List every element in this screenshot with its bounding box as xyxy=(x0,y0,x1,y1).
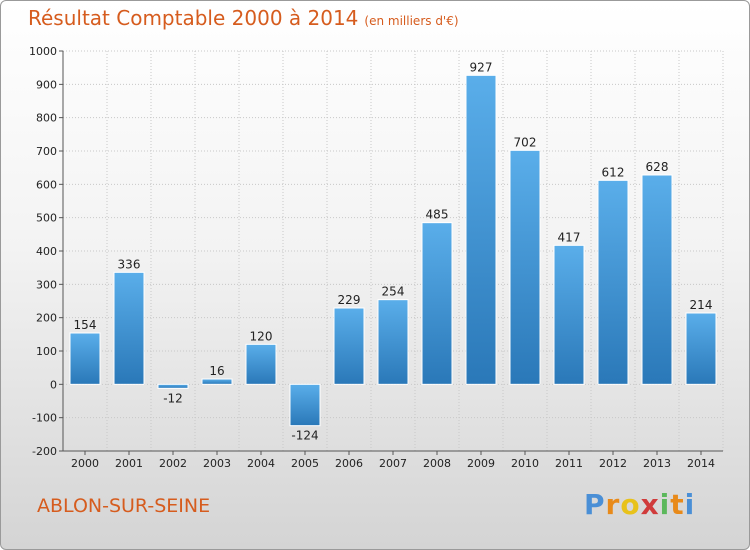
y-tick-label: -200 xyxy=(32,445,57,458)
y-tick-label: 1000 xyxy=(29,45,57,58)
value-label-2004: 120 xyxy=(250,329,273,343)
x-tick-label: 2009 xyxy=(467,457,495,470)
chart-title-unit: (en milliers d'€) xyxy=(364,14,459,28)
x-tick-label: 2005 xyxy=(291,457,319,470)
x-tick-label: 2010 xyxy=(511,457,539,470)
bar-2006 xyxy=(333,307,365,385)
value-label-2003: 16 xyxy=(209,364,224,378)
brand-letter: i xyxy=(684,488,696,521)
x-tick-label: 2013 xyxy=(643,457,671,470)
value-label-2007: 254 xyxy=(382,285,405,299)
value-label-2009: 927 xyxy=(470,60,493,74)
chart-title-main: Résultat Comptable 2000 à 2014 xyxy=(28,6,359,30)
brand-letter: t xyxy=(670,488,685,521)
value-label-2005: -124 xyxy=(291,429,318,443)
bar-2010 xyxy=(509,149,541,385)
y-tick-label: 700 xyxy=(36,145,57,158)
brand-letter: x xyxy=(640,488,660,521)
brand-letter: o xyxy=(620,488,641,521)
bar-2000 xyxy=(69,332,101,385)
value-label-2010: 702 xyxy=(514,135,537,149)
y-tick-label: 600 xyxy=(36,178,57,191)
x-tick-label: 2012 xyxy=(599,457,627,470)
bar-2002 xyxy=(157,383,189,389)
bar-2014 xyxy=(685,312,717,385)
value-label-2002: -12 xyxy=(163,391,183,405)
y-tick-label: 100 xyxy=(36,345,57,358)
bar-2004 xyxy=(245,343,277,385)
bar-2012 xyxy=(597,179,629,385)
bars xyxy=(69,74,717,427)
x-tick-label: 2007 xyxy=(379,457,407,470)
value-label-2000: 154 xyxy=(74,318,97,332)
bar-2007 xyxy=(377,299,409,385)
bar-2013 xyxy=(641,174,673,385)
y-tick-label: 300 xyxy=(36,278,57,291)
brand-letter: i xyxy=(659,488,671,521)
value-label-2006: 229 xyxy=(338,293,361,307)
x-tick-label: 2003 xyxy=(203,457,231,470)
x-tick-label: 2011 xyxy=(555,457,583,470)
value-label-2013: 628 xyxy=(646,160,669,174)
brand-letter: P xyxy=(584,488,606,521)
bar-2009 xyxy=(465,74,497,385)
y-tick-label: 0 xyxy=(50,378,57,391)
x-tick-label: 2000 xyxy=(71,457,99,470)
y-tick-label: 900 xyxy=(36,78,57,91)
x-tick-label: 2004 xyxy=(247,457,275,470)
x-tick-label: 2002 xyxy=(159,457,187,470)
city-name: ABLON-SUR-SEINE xyxy=(37,495,211,517)
bar-2001 xyxy=(113,271,145,385)
y-tick-label: 200 xyxy=(36,312,57,325)
y-tick-label: 800 xyxy=(36,112,57,125)
value-label-2001: 336 xyxy=(118,257,141,271)
brand-letter: r xyxy=(605,488,621,521)
value-label-2012: 612 xyxy=(602,165,625,179)
bar-2008 xyxy=(421,222,453,385)
brand-logo: Proxiti xyxy=(584,488,695,521)
bar-2005 xyxy=(289,383,321,427)
x-tick-label: 2008 xyxy=(423,457,451,470)
x-tick-label: 2006 xyxy=(335,457,363,470)
chart-title: Résultat Comptable 2000 à 2014 (en millie… xyxy=(28,6,459,30)
y-tick-label: -100 xyxy=(32,412,57,425)
x-tick-label: 2001 xyxy=(115,457,143,470)
bar-2011 xyxy=(553,244,585,385)
labels: -200 -100 0 100 200 300 400 500 600 700 800 900 1000… xyxy=(29,45,715,470)
value-label-2008: 485 xyxy=(426,208,449,222)
value-label-2011: 417 xyxy=(558,230,581,244)
bar-2003 xyxy=(201,378,233,385)
y-tick-label: 500 xyxy=(36,212,57,225)
x-tick-label: 2014 xyxy=(687,457,715,470)
value-label-2014: 214 xyxy=(690,298,713,312)
y-tick-label: 400 xyxy=(36,245,57,258)
axes xyxy=(59,50,723,455)
